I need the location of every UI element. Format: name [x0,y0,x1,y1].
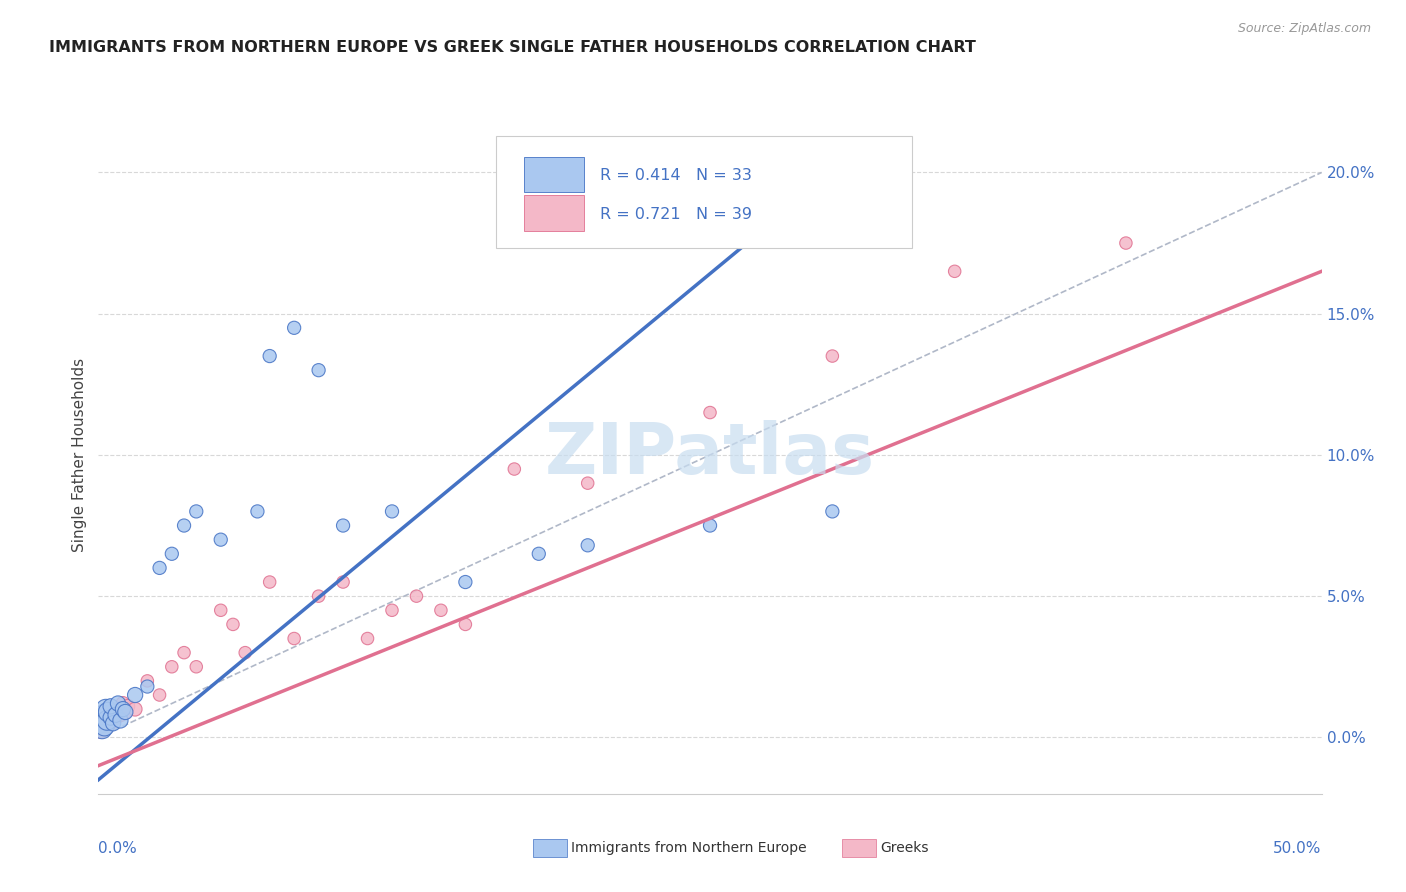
Point [117,699,139,714]
Point [96,716,118,731]
Point [308,363,330,377]
Point [430,603,453,617]
Point [96,714,118,728]
Point [114,705,136,719]
Point [107,702,129,716]
Point [111,697,134,711]
Point [332,575,354,590]
Point [160,547,183,561]
Point [381,504,404,518]
Point [381,603,404,617]
Point [100,710,122,724]
Point [104,710,127,724]
Point [107,697,129,711]
Point [943,264,966,278]
Point [100,714,122,728]
Point [821,504,844,518]
Text: 50.0%: 50.0% [1274,841,1322,856]
Point [90,716,112,731]
FancyBboxPatch shape [496,136,912,248]
Text: IMMIGRANTS FROM NORTHERN EUROPE VS GREEK SINGLE FATHER HOUSEHOLDS CORRELATION CH: IMMIGRANTS FROM NORTHERN EUROPE VS GREEK… [49,40,976,55]
Point [699,406,721,420]
Point [136,680,159,694]
Point [308,589,330,603]
Text: Greeks: Greeks [880,841,928,855]
Point [91,722,114,736]
Text: Immigrants from Northern Europe: Immigrants from Northern Europe [571,841,807,855]
Point [209,603,232,617]
Point [101,705,124,719]
Point [332,518,354,533]
Point [111,702,134,716]
Point [101,716,124,731]
Point [94,702,117,716]
Point [110,714,132,728]
Y-axis label: Single Father Households: Single Father Households [72,358,87,552]
Point [576,476,599,491]
Point [104,707,127,722]
Text: ZIPatlas: ZIPatlas [546,420,875,490]
Text: 0.0%: 0.0% [98,841,138,856]
Point [114,705,136,719]
FancyBboxPatch shape [524,195,583,230]
Point [160,660,183,674]
Point [283,632,305,646]
Point [173,518,195,533]
Point [454,575,477,590]
Point [222,617,245,632]
Point [259,575,281,590]
Point [100,699,122,714]
Point [93,719,115,733]
Point [259,349,281,363]
Text: R = 0.721   N = 39: R = 0.721 N = 39 [600,207,752,222]
Point [93,719,115,733]
Point [405,589,427,603]
Point [699,518,721,533]
Point [136,673,159,688]
Point [527,547,550,561]
Point [91,716,114,731]
Point [149,688,172,702]
Point [124,688,146,702]
Point [124,702,146,716]
Point [91,707,114,722]
Point [110,707,132,722]
Point [94,710,117,724]
Point [186,660,208,674]
Point [209,533,232,547]
Point [97,705,120,719]
FancyBboxPatch shape [524,157,583,192]
Point [576,538,599,552]
Point [503,462,526,476]
Point [283,321,305,335]
Point [97,707,120,722]
Point [233,646,256,660]
Point [173,646,195,660]
Point [454,617,477,632]
Point [186,504,208,518]
Point [356,632,378,646]
Text: Source: ZipAtlas.com: Source: ZipAtlas.com [1237,22,1371,36]
Point [91,714,114,728]
Point [90,722,112,736]
Point [821,349,844,363]
Point [246,504,269,518]
Point [149,561,172,575]
Text: R = 0.414   N = 33: R = 0.414 N = 33 [600,168,752,183]
Point [1115,236,1137,251]
